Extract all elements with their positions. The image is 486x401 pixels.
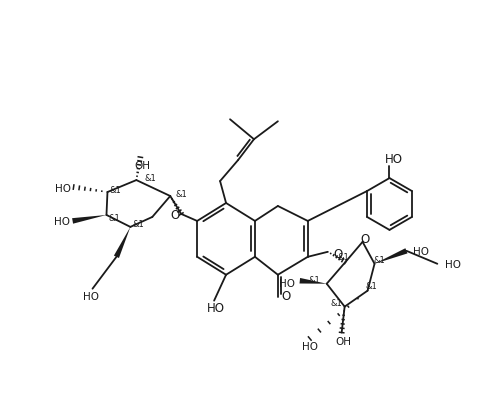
Text: HO: HO (384, 152, 402, 165)
Text: HO: HO (207, 302, 225, 314)
Text: HO: HO (279, 278, 295, 288)
Text: O: O (281, 290, 291, 302)
Text: &1: &1 (374, 256, 385, 265)
Text: HO: HO (445, 259, 461, 269)
Text: O: O (334, 248, 343, 261)
Text: &1: &1 (338, 253, 349, 261)
Text: &1: &1 (175, 189, 187, 198)
Polygon shape (299, 278, 327, 284)
Polygon shape (72, 215, 106, 224)
Text: O: O (170, 209, 179, 222)
Text: HO: HO (53, 217, 69, 226)
Text: HO: HO (54, 184, 70, 194)
Text: &1: &1 (144, 173, 156, 182)
Text: &1: &1 (109, 185, 122, 194)
Text: HO: HO (83, 291, 99, 301)
Text: &1: &1 (133, 220, 144, 229)
Text: &1: &1 (108, 214, 121, 223)
Text: &1: &1 (331, 298, 343, 308)
Text: O: O (360, 233, 369, 246)
Text: OH: OH (336, 336, 352, 346)
Text: HO: HO (302, 342, 318, 352)
Polygon shape (375, 249, 407, 264)
Text: HO: HO (414, 246, 430, 256)
Polygon shape (114, 227, 130, 258)
Text: &1: &1 (365, 282, 378, 290)
Text: OH: OH (134, 161, 150, 171)
Text: &1: &1 (309, 275, 321, 285)
